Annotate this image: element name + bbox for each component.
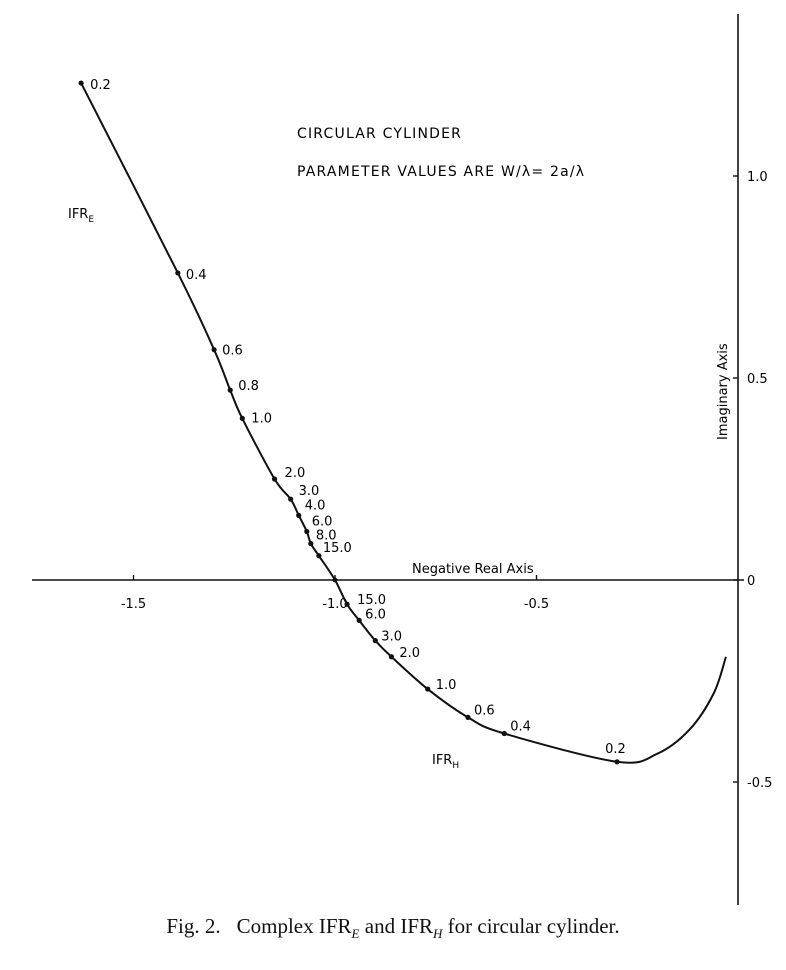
caption-text-c: for circular cylinder. — [442, 914, 620, 938]
data-label: 0.6 — [222, 344, 243, 359]
data-point — [296, 512, 302, 518]
chart-title: CIRCULAR CYLINDER — [297, 126, 462, 142]
caption-sub-b: H — [433, 926, 443, 942]
caption-sub-a: E — [351, 926, 360, 942]
ifr-curve — [80, 82, 727, 764]
data-point — [372, 638, 378, 644]
data-point — [388, 654, 395, 660]
data-label: 6.0 — [312, 515, 333, 530]
y-tick-label: -0.5 — [747, 776, 772, 791]
data-point — [465, 714, 471, 720]
data-point — [239, 415, 245, 421]
data-label: 1.0 — [436, 678, 457, 693]
origin-point — [332, 577, 338, 583]
chart: -1.5 -1.0 -0.5 1.0 0.5 0 -0.5 0.2 0.4 0.6 0.8 1.0 2… — [32, 14, 773, 905]
data-point — [308, 541, 314, 547]
data-label: 0.2 — [605, 742, 626, 757]
caption-prefix: Fig. 2. — [166, 914, 221, 938]
data-label: 0.8 — [238, 379, 259, 394]
data-point — [501, 730, 507, 737]
data-point — [614, 759, 620, 765]
data-label: 4.0 — [305, 498, 326, 513]
series-label-h: IFRH — [432, 753, 459, 771]
data-point — [316, 553, 322, 559]
chart-subtitle: PARAMETER VALUES ARE W/λ= 2a/λ — [297, 164, 585, 180]
data-label: 0.2 — [90, 78, 111, 93]
figure-caption: Fig. 2. Complex IFRE and IFRH for circula… — [0, 914, 786, 942]
data-point — [344, 601, 350, 607]
data-point — [227, 387, 233, 393]
data-label: 15.0 — [323, 541, 352, 556]
data-label: 3.0 — [381, 630, 402, 645]
data-label: 0.4 — [510, 720, 531, 735]
y-axis-label: Imaginary Axis — [716, 343, 731, 440]
series-label-e: IFRE — [68, 207, 94, 225]
data-label: 0.6 — [474, 703, 495, 718]
x-tick-label: -1.5 — [121, 597, 146, 612]
y-tick-label: 0 — [747, 574, 755, 589]
data-label: 1.0 — [251, 411, 272, 426]
x-axis-label: Negative Real Axis — [412, 562, 534, 577]
data-label: 3.0 — [299, 484, 320, 499]
data-points: 0.20.40.60.81.02.03.04.06.08.015.015.06.… — [78, 78, 626, 765]
data-point — [211, 347, 217, 353]
data-point — [356, 617, 362, 624]
data-label: 8.0 — [316, 529, 337, 544]
data-label: 6.0 — [365, 607, 386, 622]
axis-ticks: -1.5 -1.0 -0.5 1.0 0.5 0 -0.5 — [121, 170, 773, 791]
data-point — [288, 496, 294, 502]
caption-text-b: and IFR — [359, 914, 433, 938]
data-point — [425, 686, 431, 692]
data-point — [271, 476, 278, 482]
data-label: 2.0 — [285, 466, 306, 481]
curves — [80, 82, 727, 764]
data-point — [78, 80, 84, 86]
caption-text-a: Complex IFR — [236, 914, 352, 938]
data-label: 0.4 — [186, 268, 207, 283]
data-point — [175, 270, 181, 276]
x-tick-label: -0.5 — [524, 597, 549, 612]
y-tick-label: 0.5 — [747, 372, 768, 387]
data-point — [304, 528, 310, 535]
data-label: 2.0 — [399, 646, 420, 661]
y-tick-label: 1.0 — [747, 170, 768, 185]
x-tick-label: -1.0 — [322, 597, 347, 612]
data-label: 15.0 — [357, 593, 386, 608]
